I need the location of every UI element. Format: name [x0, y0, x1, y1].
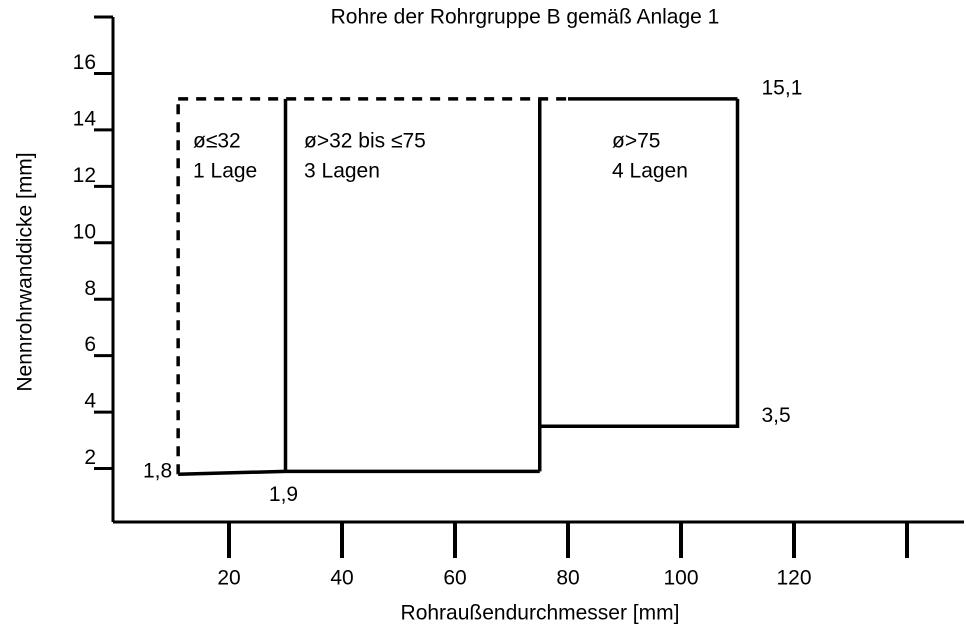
y-tick-label: 6 — [84, 333, 96, 356]
x-tick-label: 120 — [776, 567, 811, 590]
y-tick-label: 12 — [73, 164, 96, 187]
y-tick-label: 4 — [84, 390, 96, 413]
y-tick-label: 8 — [84, 277, 96, 300]
y-tick-label: 10 — [73, 220, 96, 243]
line-segment — [178, 469, 540, 476]
chart-title: Rohre der Rohrgruppe B gemäß Anlage 1 — [331, 6, 720, 29]
value-label: 1,8 — [143, 460, 172, 483]
value-label: 1,9 — [269, 483, 298, 506]
x-tick-label: 80 — [556, 567, 579, 590]
line-segment — [539, 98, 740, 428]
region-label: 3 Lagen — [304, 160, 380, 183]
y-tick-label: 14 — [73, 107, 97, 130]
x-tick-label: 100 — [663, 567, 698, 590]
region-label: 4 Lagen — [612, 160, 688, 183]
x-axis-label: Rohraußendurchmesser [mm] — [401, 602, 680, 625]
value-label: 3,5 — [762, 404, 791, 427]
y-tick-label: 16 — [73, 51, 96, 74]
x-tick-label: 20 — [217, 567, 240, 590]
y-axis-label: Nennrohrwanddicke [mm] — [14, 152, 37, 391]
region-label: 1 Lage — [193, 160, 257, 183]
x-tick-label: 40 — [330, 567, 353, 590]
x-tick-label: 60 — [443, 567, 466, 590]
region-label: ø≤32 — [193, 130, 241, 153]
y-tick-label: 2 — [84, 446, 96, 469]
region-label: ø>75 — [612, 130, 660, 153]
region-label: ø>32 bis ≤75 — [304, 130, 426, 153]
value-label: 15,1 — [762, 76, 803, 99]
